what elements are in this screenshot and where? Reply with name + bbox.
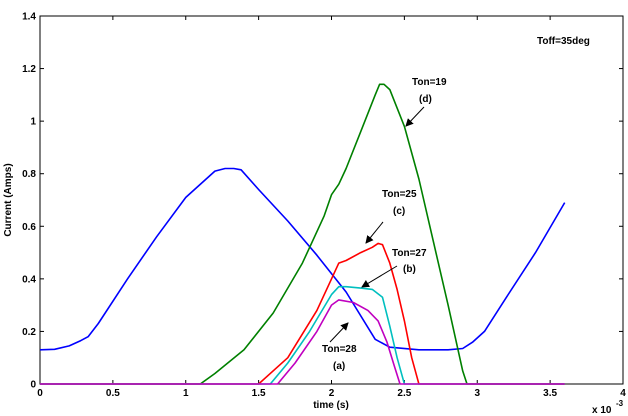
y-tick-label: 0.4: [22, 274, 36, 285]
annotation-b-label: Ton=27: [392, 248, 427, 259]
x-tick-label: 0: [37, 388, 43, 399]
x-axis-multiplier-exponent: -3: [616, 399, 624, 408]
x-axis-multiplier: x 10: [592, 405, 612, 416]
y-tick-label: 1.2: [22, 64, 36, 75]
y-tick-label: 1: [30, 117, 36, 128]
x-tick-label: 0.5: [106, 388, 120, 399]
annotation-d-tag: (d): [419, 94, 432, 105]
annotation-a-label: Ton=28: [322, 344, 357, 355]
x-tick-label: 3: [474, 388, 480, 399]
x-tick-label: 2.5: [397, 388, 411, 399]
y-tick-label: 0.8: [22, 169, 36, 180]
annotation-toff: Toff=35deg: [537, 36, 590, 47]
y-tick-label: 0: [30, 380, 36, 391]
plot-area: [40, 16, 623, 384]
annotation-b-tag: (b): [403, 264, 416, 275]
x-tick-label: 4: [620, 388, 626, 399]
x-tick-label: 1: [183, 388, 189, 399]
annotation-a-tag: (a): [333, 361, 345, 372]
y-tick-label: 1.4: [22, 12, 36, 23]
x-axis-label: time (s): [313, 400, 349, 411]
x-tick-label: 3.5: [543, 388, 557, 399]
annotation-c-label: Ton=25: [382, 189, 417, 200]
y-axis-label: Current (Amps): [3, 163, 14, 236]
annotation-c-tag: (c): [393, 206, 405, 217]
x-tick-label: 2: [329, 388, 335, 399]
annotation-d-label: Ton=19: [412, 77, 447, 88]
y-tick-label: 0.6: [22, 222, 36, 233]
y-tick-label: 0.2: [22, 327, 36, 338]
x-tick-label: 1.5: [252, 388, 266, 399]
